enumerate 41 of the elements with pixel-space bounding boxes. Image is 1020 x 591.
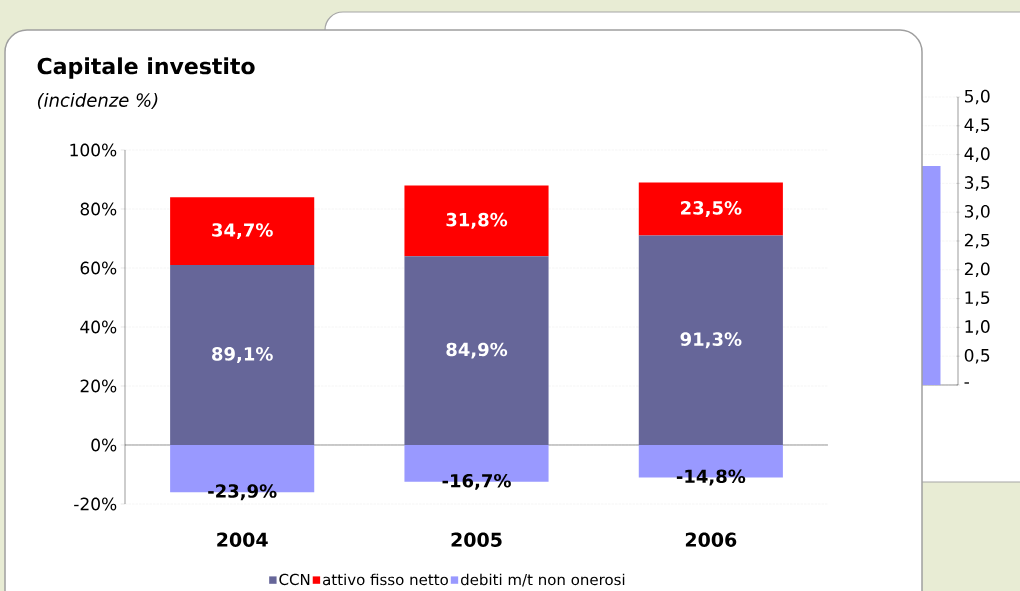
annotation: 91,3% (680, 332, 742, 349)
y-tick-label: 1,5 (965, 291, 990, 306)
annotation: -16,7% (442, 473, 511, 490)
y-tick-label: - (964, 382, 969, 384)
y-tick-label: 4,5 (964, 118, 990, 133)
bar (404, 256, 549, 445)
annotation: 23,5% (681, 201, 742, 217)
y-tick-label: 0% (91, 438, 117, 452)
y-tick-label: 2,5 (964, 233, 990, 249)
x-tick-label: 2005 (451, 532, 502, 547)
y-tick-label: 0,5 (964, 348, 990, 364)
legend-label: CCN (279, 573, 310, 586)
chart-title: Capitale investito (37, 57, 255, 79)
chart-subtitle: (incidenze %) (37, 92, 158, 110)
y-tick-label: -20% (74, 497, 117, 511)
annotation: 89,1% (212, 347, 273, 363)
annotation: -14,8% (676, 469, 746, 486)
annotation: -23,9% (208, 484, 277, 501)
bar (170, 265, 315, 445)
y-tick-label: 20% (80, 379, 117, 393)
x-tick-label: 2004 (217, 532, 268, 547)
y-tick-label: 80% (80, 202, 117, 216)
annotation: 84,9% (446, 342, 508, 359)
legend-label: debiti m/t non onerosi (461, 573, 625, 587)
y-tick-label: 1,0 (965, 320, 990, 335)
y-tick-label: 100% (70, 143, 117, 157)
y-tick-label: 2,0 (964, 262, 990, 278)
y-tick-label: 40% (80, 320, 117, 334)
bar (170, 197, 315, 266)
legend-label: attivo fisso netto (323, 573, 448, 586)
y-tick-label: 3,5 (964, 176, 990, 191)
bar (404, 185, 549, 257)
x-tick-label: 2006 (685, 532, 737, 547)
annotation: 31,8% (446, 212, 508, 229)
bar (638, 235, 783, 445)
y-tick-label: 5,0 (964, 89, 990, 105)
annotation: 34,7% (212, 223, 273, 240)
bar (638, 182, 783, 236)
y-tick-label: 60% (80, 261, 117, 275)
y-tick-label: 3,0 (964, 204, 990, 220)
y-tick-label: 4,0 (964, 147, 990, 162)
